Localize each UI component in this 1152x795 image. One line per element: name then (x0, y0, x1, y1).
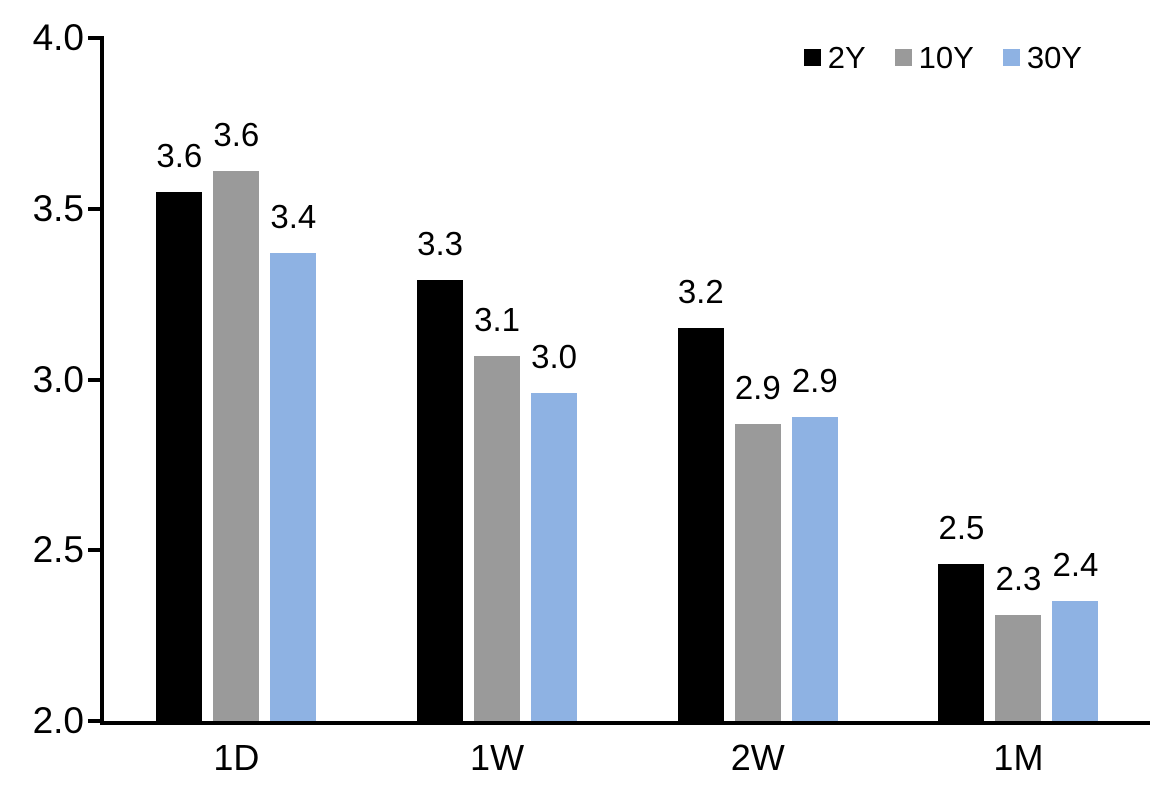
bar-value-label: 3.0 (531, 338, 577, 376)
x-axis-category-label: 1M (993, 737, 1044, 778)
y-axis-tick (88, 206, 101, 211)
y-axis-tick-label: 2.0 (32, 700, 84, 741)
bar-2Y-1W (417, 280, 464, 721)
bar-30Y-2W (791, 417, 838, 721)
x-axis-category-label: 1W (470, 737, 525, 778)
y-axis-tick-label: 3.5 (32, 187, 84, 229)
legend-label: 10Y (918, 40, 974, 75)
bar-10Y-1W (474, 355, 521, 721)
legend-item-30Y: 30Y (1002, 40, 1082, 75)
bar-value-label: 3.1 (474, 300, 520, 338)
bar-30Y-1M (1052, 601, 1099, 721)
bar-value-label: 2.9 (734, 368, 781, 406)
legend-label: 2Y (827, 40, 866, 75)
chart-legend: 2Y 10Y 30Y (803, 40, 1082, 75)
y-axis-tick-label: 3.0 (32, 358, 84, 400)
x-axis-category-label: 1D (213, 737, 260, 778)
bar-2Y-1M (938, 563, 985, 721)
bar-value-label: 3.4 (270, 198, 317, 236)
legend-swatch-icon (1002, 49, 1020, 66)
y-axis-tick (88, 377, 101, 382)
bar-30Y-1D (270, 253, 317, 721)
y-axis-tick-label: 4.0 (32, 17, 84, 58)
bar-value-label: 3.6 (213, 116, 260, 154)
bar-2Y-2W (677, 328, 724, 721)
bar-value-label: 2.9 (791, 362, 838, 400)
y-axis-tick (88, 36, 101, 40)
y-axis-tick (88, 548, 101, 553)
bar-value-label: 3.6 (156, 136, 203, 174)
legend-label: 30Y (1026, 40, 1082, 75)
y-axis-tick (88, 719, 101, 723)
bar-value-label: 2.5 (938, 508, 985, 546)
legend-swatch-icon (803, 49, 821, 66)
bar-value-label: 2.3 (995, 560, 1042, 598)
x-axis-line (100, 721, 1150, 725)
y-axis-tick-label: 2.5 (32, 529, 84, 571)
bar-value-label: 3.3 (417, 225, 463, 263)
legend-item-2Y: 2Y (803, 40, 866, 75)
y-axis-line (100, 36, 104, 725)
legend-swatch-icon (894, 49, 912, 66)
bar-10Y-2W (734, 423, 781, 721)
x-axis-category-label: 2W (730, 737, 785, 778)
bar-10Y-1D (213, 171, 260, 721)
bar-2Y-1D (156, 191, 203, 721)
legend-item-10Y: 10Y (894, 40, 974, 75)
bar-10Y-1M (995, 615, 1042, 721)
bar-value-label: 3.2 (677, 273, 724, 311)
bar-30Y-1W (531, 393, 578, 721)
bar-value-label: 2.4 (1052, 546, 1099, 584)
